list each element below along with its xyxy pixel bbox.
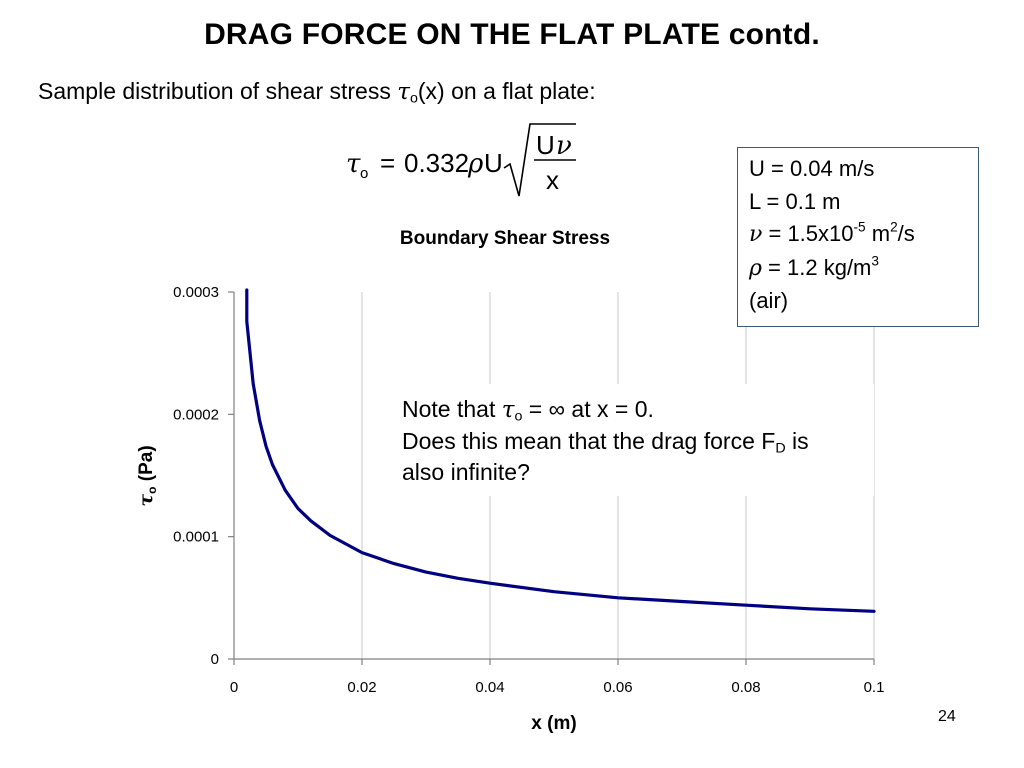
nu-exponent: -5 (853, 219, 866, 235)
y-axis-label-tau: τ (135, 494, 157, 507)
note-line-3: also infinite? (402, 459, 530, 485)
note-suffix: at x = 0. (565, 396, 654, 422)
formula-rho: ρ (467, 149, 484, 179)
y-tick-label: 0.0003 (173, 284, 219, 301)
subtitle-suffix: (x) on a flat plate: (417, 78, 596, 104)
rho-symbol: ρ (749, 255, 762, 281)
note-tau: τ (501, 397, 515, 423)
slide-subtitle: Sample distribution of shear stress τo(x… (38, 78, 596, 107)
shear-stress-formula: τ o = 0.332 ρ U U ν x (346, 123, 576, 197)
note-line2-prefix: Does this mean that the drag force F (402, 428, 776, 454)
rho-text: = 1.2 kg/m (761, 254, 872, 280)
y-axis-label: τo (Pa) (135, 445, 159, 506)
nu-text: = 1.5x10 (762, 221, 854, 246)
note-equals: = (522, 396, 549, 422)
note-tau-subscript: o (514, 408, 523, 425)
subtitle-prefix: Sample distribution of shear stress (38, 78, 398, 104)
note-prefix: Note that (402, 396, 502, 422)
param-density: ρ = 1.2 kg/m3 (749, 252, 978, 286)
x-tick-label: 0.1 (864, 679, 885, 696)
slide-title: DRAG FORCE ON THE FLAT PLATE contd. (204, 18, 820, 51)
slide-number: 24 (938, 708, 956, 725)
param-viscosity: ν = 1.5x10-5 m2/s (749, 218, 978, 252)
formula-coefficient: 0.332 (404, 148, 469, 178)
chart-title: Boundary Shear Stress (400, 228, 610, 249)
x-tick-label: 0.06 (603, 679, 632, 696)
subtitle-tau-subscript: o (409, 90, 418, 107)
formula-numerator-nu: ν (556, 131, 572, 161)
formula-lhs-tau: τ (346, 149, 361, 179)
y-tick-label: 0.0002 (173, 406, 219, 423)
note-line2-suffix: is (785, 428, 809, 454)
param-length: L = 0.1 m (749, 188, 841, 214)
param-medium: (air) (749, 288, 789, 313)
nu-unit-tail: /s (897, 221, 915, 246)
shear-stress-curve (245, 288, 876, 613)
subtitle-tau-symbol: τ (397, 79, 410, 105)
formula-numerator-u: U (536, 130, 555, 160)
x-axis-ticks: 0 0.02 0.04 0.06 0.08 0.1 (230, 659, 885, 696)
note-force-subscript: D (775, 440, 786, 457)
parameters-box: U = 0.04 m/s L = 0.1 m ν = 1.5x10-5 m2/s… (737, 147, 979, 327)
formula-denominator: x (546, 165, 559, 195)
nu-symbol: ν (749, 222, 763, 247)
note-line-1: Note that τo = ∞ at x = 0. (402, 394, 874, 426)
x-tick-label: 0.04 (475, 679, 504, 696)
param-velocity: U = 0.04 m/s (749, 156, 875, 181)
rho-exponent: 3 (871, 252, 879, 268)
note-line-2: Does this mean that the drag force FD is (402, 426, 874, 457)
formula-lhs-subscript: o (360, 165, 368, 182)
nu-unit-exponent: 2 (890, 219, 898, 235)
x-axis-label: x (m) (531, 713, 576, 734)
y-tick-label: 0 (211, 651, 219, 668)
formula-equals: = (380, 148, 395, 178)
formula-velocity: U (484, 148, 503, 178)
y-axis-label-unit: (Pa) (136, 445, 157, 486)
nu-unit: m (865, 221, 891, 246)
y-tick-label: 0.0001 (173, 529, 219, 546)
x-tick-label: 0.08 (731, 679, 760, 696)
x-tick-label: 0.02 (347, 679, 376, 696)
x-tick-label: 0 (230, 679, 238, 696)
note-annotation: Note that τo = ∞ at x = 0. Does this mea… (392, 384, 874, 496)
y-axis-ticks: 0 0.0001 0.0002 0.0003 (173, 284, 234, 668)
y-axis-label-subscript: o (145, 487, 159, 494)
note-infinity: ∞ (548, 396, 566, 422)
formula-radical-sign (503, 123, 576, 197)
